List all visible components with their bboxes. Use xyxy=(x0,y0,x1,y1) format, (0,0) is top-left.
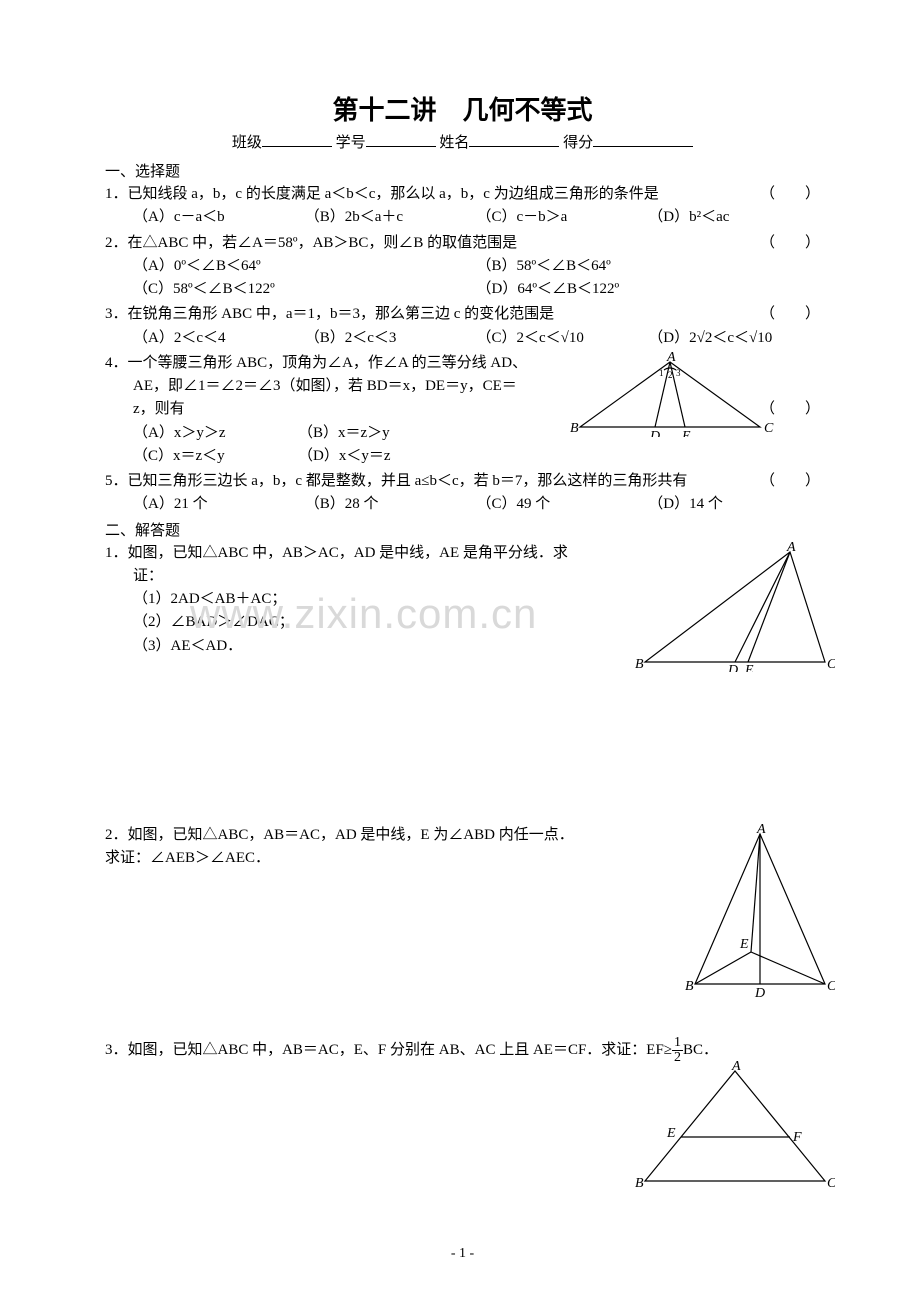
svg-text:B: B xyxy=(570,421,579,436)
q2-opt-a: （A）0º＜∠B＜64º xyxy=(133,255,477,278)
svg-text:C: C xyxy=(827,1176,835,1191)
q2-opt-d: （D）64º＜∠B＜122º xyxy=(477,278,821,301)
svg-text:E: E xyxy=(744,663,754,672)
q1-opt-d: （D）b²＜ac xyxy=(648,206,820,229)
svg-text:C: C xyxy=(827,979,835,994)
q1-opt-b: （B）2b＜a＋c xyxy=(305,206,477,229)
label-class: 班级 xyxy=(232,135,262,151)
q4-line1: 4．一个等腰三角形 ABC，顶角为∠A，作∠A 的三等分线 AD、 xyxy=(105,352,535,375)
svg-text:A: A xyxy=(666,352,676,365)
q2-opt-c: （C）58º＜∠B＜122º xyxy=(133,278,477,301)
svg-text:2: 2 xyxy=(668,370,673,380)
q5-opt-b: （B）28 个 xyxy=(305,493,477,516)
q3-paren: （ ） xyxy=(760,303,820,326)
svg-text:E: E xyxy=(666,1126,676,1141)
header-line: 班级 学号 姓名 得分 xyxy=(105,131,820,152)
q5-paren: （ ） xyxy=(760,470,820,493)
q5-opt-a: （A）21 个 xyxy=(133,493,305,516)
problem-1: 1．如图，已知△ABC 中，AB＞AC，AD 是中线，AE 是角平分线．求 证：… xyxy=(105,542,820,682)
p2-line1: 2．如图，已知△ABC，AB＝AC，AD 是中线，E 为∠ABD 内任一点． xyxy=(105,824,645,847)
q2-text: 2．在△ABC 中，若∠A＝58º，AB＞BC，则∠B 的取值范围是 xyxy=(105,235,517,251)
svg-text:C: C xyxy=(827,657,835,672)
question-5: 5．已知三角形三边长 a，b，c 都是整数，并且 a≤b＜c，若 b＝7，那么这… xyxy=(105,470,820,517)
svg-text:A: A xyxy=(786,542,796,555)
q4-figure: A B C D E 1 2 3 xyxy=(560,352,780,437)
p2-figure: A B C D E xyxy=(685,824,835,999)
page-number: - 1 - xyxy=(105,1246,820,1262)
p3-text-pre: 3．如图，已知△ABC 中，AB＝AC，E、F 分别在 AB、AC 上且 AE＝… xyxy=(105,1041,672,1057)
q5-opt-d: （D）14 个 xyxy=(648,493,820,516)
q3-opt-b: （B）2＜c＜3 xyxy=(305,327,477,350)
svg-text:E: E xyxy=(681,429,691,437)
q5-opt-c: （C）49 个 xyxy=(477,493,649,516)
p1-line2: 证： xyxy=(105,565,645,588)
q2-opt-b: （B）58º＜∠B＜64º xyxy=(477,255,821,278)
blank-class xyxy=(262,132,332,147)
q3-opt-d: （D）2√2＜c＜√10 xyxy=(648,327,820,350)
blank-id xyxy=(366,132,436,147)
q2-paren: （ ） xyxy=(760,232,820,255)
svg-text:D: D xyxy=(727,663,738,672)
q4-opt-a: （A）x＞y＞z xyxy=(133,422,298,445)
svg-text:C: C xyxy=(764,421,774,436)
label-name: 姓名 xyxy=(439,135,469,151)
svg-text:3: 3 xyxy=(676,368,681,378)
q3-opt-c: （C）2＜c＜√10 xyxy=(477,327,649,350)
label-score: 得分 xyxy=(563,135,593,151)
question-2: 2．在△ABC 中，若∠A＝58º，AB＞BC，则∠B 的取值范围是 （ ） （… xyxy=(105,232,820,302)
question-1: 1．已知线段 a，b，c 的长度满足 a＜b＜c，那么以 a，b，c 为边组成三… xyxy=(105,183,820,230)
svg-text:B: B xyxy=(685,979,694,994)
q3-options: （A）2＜c＜4 （B）2＜c＜3 （C）2＜c＜√10 （D）2√2＜c＜√1… xyxy=(105,327,820,350)
p1-figure: A B C D E xyxy=(635,542,835,672)
q5-text: 5．已知三角形三边长 a，b，c 都是整数，并且 a≤b＜c，若 b＝7，那么这… xyxy=(105,473,687,489)
svg-text:F: F xyxy=(792,1130,802,1145)
q1-opt-c: （C）c－b＞a xyxy=(477,206,649,229)
q1-paren: （ ） xyxy=(760,183,820,206)
svg-text:A: A xyxy=(756,824,766,837)
question-4: 4．一个等腰三角形 ABC，顶角为∠A，作∠A 的三等分线 AD、 AE，即∠1… xyxy=(105,352,820,468)
q3-opt-a: （A）2＜c＜4 xyxy=(133,327,305,350)
q4-line3: z，则有 xyxy=(105,398,535,421)
section-2-head: 二、解答题 xyxy=(105,519,820,540)
q1-opt-a: （A）c－a＜b xyxy=(133,206,305,229)
problem-2: 2．如图，已知△ABC，AB＝AC，AD 是中线，E 为∠ABD 内任一点． 求… xyxy=(105,824,820,1004)
question-3: 3．在锐角三角形 ABC 中，a＝1，b＝3，那么第三边 c 的变化范围是 （ … xyxy=(105,303,820,350)
q4-opt-c: （C）x＝z＜y xyxy=(133,445,298,468)
svg-text:D: D xyxy=(754,986,765,999)
p1-line1: 1．如图，已知△ABC 中，AB＞AC，AD 是中线，AE 是角平分线．求 xyxy=(105,542,645,565)
page-title: 第十二讲 几何不等式 xyxy=(105,90,820,127)
p1-sub2: （2）∠BAD＞∠DAC； xyxy=(105,611,645,634)
problem-3: 3．如图，已知△ABC 中，AB＝AC，E、F 分别在 AB、AC 上且 AE＝… xyxy=(105,1036,820,1186)
svg-text:1: 1 xyxy=(659,368,664,378)
q3-text: 3．在锐角三角形 ABC 中，a＝1，b＝3，那么第三边 c 的变化范围是 xyxy=(105,306,554,322)
svg-text:D: D xyxy=(649,429,660,437)
q5-options: （A）21 个 （B）28 个 （C）49 个 （D）14 个 xyxy=(105,493,820,516)
blank-score xyxy=(593,132,693,147)
section-1-head: 一、选择题 xyxy=(105,160,820,181)
q4-line2: AE，即∠1＝∠2＝∠3（如图），若 BD＝x，DE＝y，CE＝ xyxy=(105,375,535,398)
q4-opt-b: （B）x＝z＞y xyxy=(298,422,463,445)
q2-options: （A）0º＜∠B＜64º （B）58º＜∠B＜64º （C）58º＜∠B＜122… xyxy=(105,255,820,302)
svg-text:E: E xyxy=(739,937,749,952)
p3-figure: A B C E F xyxy=(635,1061,835,1191)
p3-text-post: BC． xyxy=(683,1041,718,1057)
p1-sub3: （3）AE＜AD． xyxy=(105,635,645,658)
q1-text: 1．已知线段 a，b，c 的长度满足 a＜b＜c，那么以 a，b，c 为边组成三… xyxy=(105,186,659,202)
svg-text:B: B xyxy=(635,1176,644,1191)
q1-options: （A）c－a＜b （B）2b＜a＋c （C）c－b＞a （D）b²＜ac xyxy=(105,206,820,229)
p1-sub1: （1）2AD＜AB＋AC； xyxy=(105,588,645,611)
svg-text:A: A xyxy=(731,1061,741,1074)
svg-text:B: B xyxy=(635,657,644,672)
q4-opt-d: （D）x＜y＝z xyxy=(298,445,463,468)
p2-line2: 求证：∠AEB＞∠AEC． xyxy=(105,847,645,870)
blank-name xyxy=(469,132,559,147)
label-id: 学号 xyxy=(336,135,366,151)
